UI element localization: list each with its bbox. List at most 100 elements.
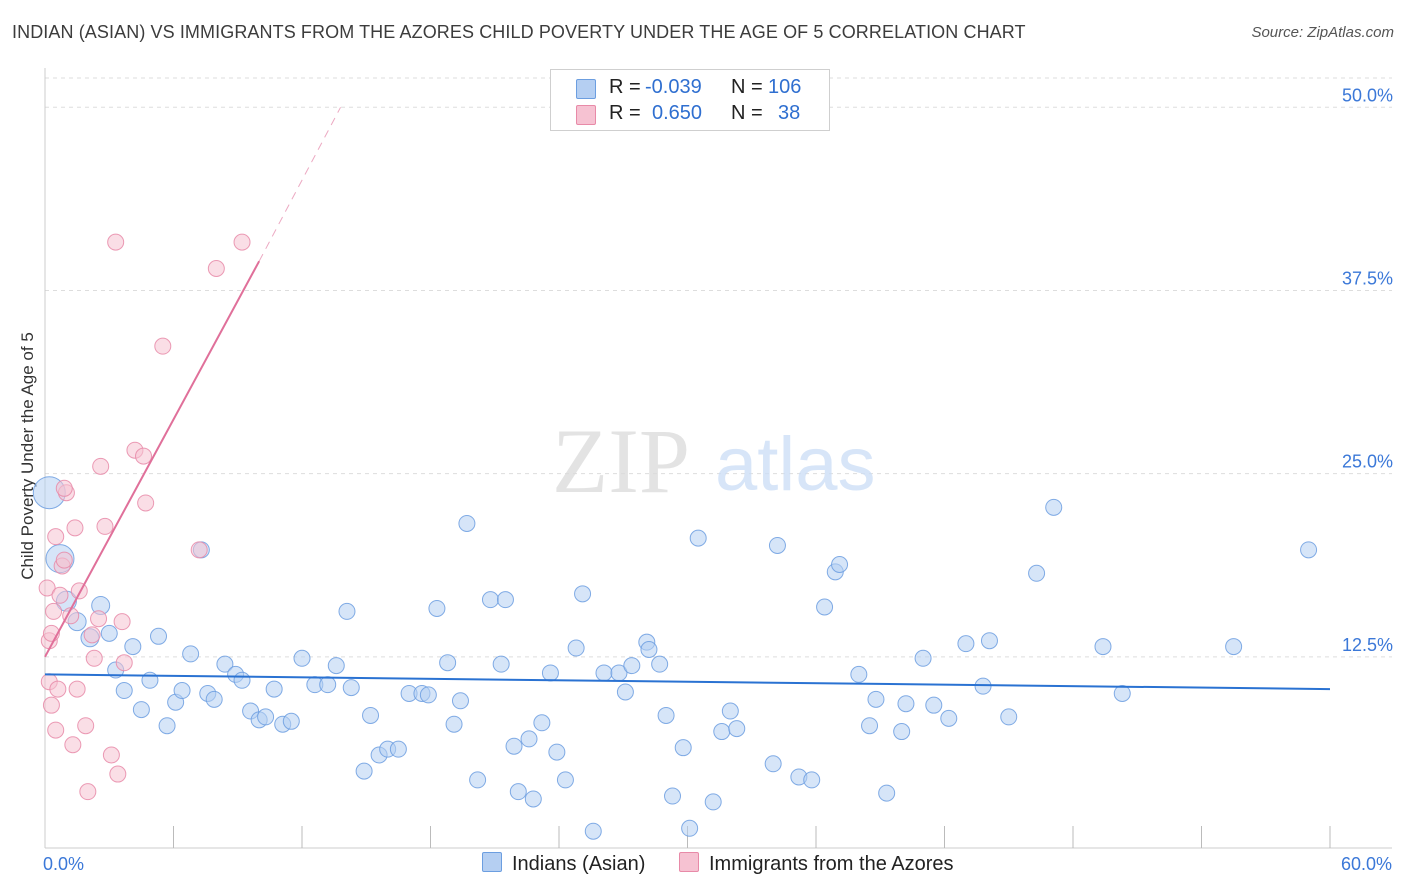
indian-point [182,645,200,663]
indian-point [681,819,699,837]
azores-point [107,233,125,251]
indian-point [150,627,168,645]
azores-point [38,579,56,597]
indian-point [1113,684,1131,702]
indian-point [1045,498,1063,516]
indian-point [914,649,932,667]
legend-swatch-blue [576,79,596,99]
azores-point [135,447,153,465]
indian-point [721,702,739,720]
legend-n-value: 38 [778,102,801,124]
indian-point [768,536,786,554]
azores-trend-line [44,260,261,658]
watermark-zip: ZIP [552,410,690,512]
y-tick-label: 37.5% [1342,268,1393,288]
azores-point [96,517,114,535]
azores-trend-extension [258,107,341,262]
azores-point [154,337,172,355]
indian-point [173,682,191,700]
indian-point [657,706,675,724]
chart-source: Source: ZipAtlas.com [1251,24,1394,41]
indian-point [100,624,118,642]
indian-point [338,602,356,620]
indian-point [704,793,722,811]
bottom-legend-azores: Immigrants from the Azores [679,852,954,876]
indian-point [1028,564,1046,582]
azores-point [47,721,65,739]
indian-point [957,635,975,653]
azores-point [92,457,110,475]
y-axis-label: Child Poverty Under the Age of 5 [18,332,37,580]
azores-point [55,479,73,497]
bottom-legend-swatch-blue [482,852,502,872]
indian-point [327,657,345,675]
indian-point [1094,638,1112,656]
indian-point [867,690,885,708]
indian-point [115,682,133,700]
indian-point [548,743,566,761]
indian-point [897,695,915,713]
indian-point [132,701,150,719]
indian-point [282,712,300,730]
legend-n-label: N = [731,76,763,98]
indian-point [355,762,373,780]
azores-point [233,233,251,251]
indian-point [481,591,499,609]
indian-point [205,690,223,708]
axes [44,68,1392,849]
legend-r-label: R = [609,76,641,98]
indian-point [233,671,251,689]
bottom-legend-label: Indians (Asian) [512,853,646,875]
bottom-legend-swatch-pink [679,852,699,872]
chart-title: INDIAN (ASIAN) VS IMMIGRANTS FROM THE AZ… [12,22,1026,42]
indian-point [293,649,311,667]
x-tick-label: 60.0% [1341,854,1392,874]
x-tick-label: 0.0% [43,854,84,874]
azores-point [68,680,86,698]
tick-labels: 12.5% 25.0% 37.5% 50.0% 0.0% 60.0% [43,85,1393,874]
watermark-atlas: atlas [715,422,876,507]
indian-point [451,692,469,710]
indian-point [445,715,463,733]
indian-point [158,717,176,735]
indian-point [584,822,602,840]
indian-point [492,655,510,673]
azores-point [85,649,103,667]
indian-point [496,591,514,609]
y-tick-label: 12.5% [1342,635,1393,655]
indian-point [925,696,943,714]
azores-point [113,613,131,631]
indian-point [1000,708,1018,726]
legend-r-value: 0.650 [652,102,703,124]
indian-point [764,755,782,773]
indian-point [362,706,380,724]
indian-point [389,740,407,758]
legend-swatch-pink [576,105,596,125]
indian-point [831,556,849,574]
indian-point [803,771,821,789]
azores-point [51,586,69,604]
indian-point [664,787,682,805]
gridlines [45,77,1392,658]
indian-point [713,723,731,741]
indian-trend-line [44,673,1331,691]
indian-point [689,529,707,547]
y-tick-label: 25.0% [1342,452,1393,472]
indian-point [816,598,834,616]
indian-point [505,737,523,755]
azores-point [190,541,208,559]
watermark: ZIP atlas [552,410,876,512]
azores-point [79,783,97,801]
azores-point [207,260,225,277]
bottom-legend-label: Immigrants from the Azores [709,853,954,875]
indian-point [509,783,527,801]
azores-point [47,528,65,546]
indian-point [469,771,487,789]
indian-point [623,657,641,675]
indian-point [1300,541,1318,559]
azores-point [77,717,95,735]
indian-point [265,680,283,698]
indian-point [556,771,574,789]
legend-n-value: 106 [768,76,802,98]
